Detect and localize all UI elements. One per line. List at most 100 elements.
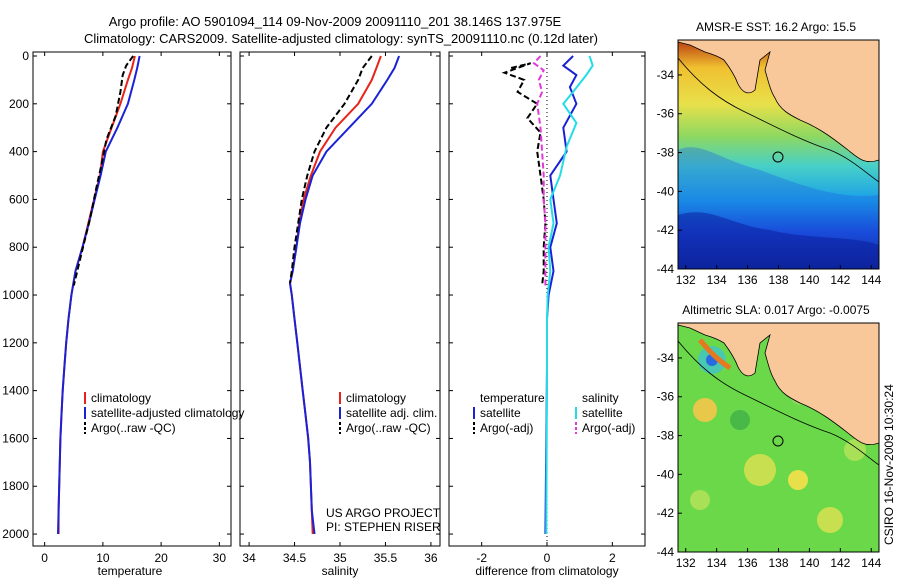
x-tick-label: -2	[476, 551, 487, 565]
y-tick-label: 400	[9, 145, 29, 159]
temperature-series	[57, 55, 141, 535]
y-tick-label: 1800	[2, 479, 29, 493]
sla-blob	[744, 454, 776, 486]
legend-label: Argo(-adj)	[582, 421, 635, 435]
sla-land	[678, 323, 879, 446]
x-tick-label: 20	[154, 551, 168, 565]
x-tick-label: 34.5	[283, 551, 307, 565]
legend-label: Argo(-adj)	[480, 421, 533, 435]
map-x-tick-label: 136	[738, 273, 758, 287]
header-line-1: Argo profile: AO 5901094_114 09-Nov-2009…	[109, 14, 562, 29]
sla-map-ticks: 132 134 136 138 140 142 144 -34 -36 -38 -40 -42 -44	[657, 351, 882, 570]
series-climatology	[288, 55, 382, 535]
map-x-tick-label: 144	[861, 556, 881, 570]
map-x-tick-label: 138	[768, 273, 788, 287]
x-tick-label: 2	[609, 551, 616, 565]
y-tick-label: 1400	[2, 384, 29, 398]
map-y-tick-label: -42	[657, 506, 675, 520]
sla-blob	[690, 490, 710, 510]
x-tick-label: 34	[242, 551, 256, 565]
x-tick-label: 36	[424, 551, 438, 565]
y-tick-label: 2000	[2, 527, 29, 541]
map-y-tick-label: -34	[657, 351, 675, 365]
series-salinity-argo-adj-	[532, 55, 547, 286]
sst-land	[678, 40, 879, 163]
pi-annotation: PI: STEPHEN RISER	[326, 520, 441, 534]
y-tick-label: 1000	[2, 288, 29, 302]
sst-map	[678, 40, 879, 269]
map-x-tick-label: 142	[830, 556, 850, 570]
difference-legend: temperature salinity satellite Argo(-adj…	[473, 391, 635, 435]
map-x-tick-label: 142	[830, 273, 850, 287]
difference-xlabel: difference from climatology	[475, 564, 618, 578]
map-x-tick-label: 132	[676, 273, 696, 287]
sst-map-ticks: 132 134 136 138 140 142 144 -34 -36 -38 -40 -42 -44	[657, 68, 882, 287]
map-x-tick-label: 134	[707, 273, 727, 287]
sla-blob	[730, 410, 750, 430]
map-x-tick-label: 132	[676, 556, 696, 570]
x-tick-label: 10	[96, 551, 110, 565]
series-temperature-satellite	[544, 55, 578, 535]
legend-header-salinity: salinity	[582, 391, 619, 405]
map-y-tick-label: -38	[657, 146, 675, 160]
sla-argo-marker	[772, 435, 784, 447]
sla-contour	[678, 340, 879, 466]
map-y-tick-label: -40	[657, 467, 675, 481]
y-tick-label: 200	[9, 97, 29, 111]
sst-contour	[678, 57, 879, 183]
sst-argo-marker	[772, 151, 784, 163]
sla-blob	[788, 470, 808, 490]
legend-label: satellite adj. clim.	[346, 406, 437, 420]
map-x-tick-label: 136	[738, 556, 758, 570]
series-satellite-adjusted-climatology	[57, 55, 141, 535]
x-tick-label: 35	[333, 551, 347, 565]
y-tick-label: 800	[9, 240, 29, 254]
temperature-legend: climatology satellite-adjusted climatolo…	[84, 391, 244, 435]
salinity-panel	[239, 51, 441, 547]
x-tick-label: 30	[213, 551, 227, 565]
x-tick-label: 0	[41, 551, 48, 565]
difference-series	[501, 52, 594, 546]
legend-label: Argo(..raw -QC)	[91, 421, 176, 435]
footer-timestamp: CSIRO 16-Nov-2009 10:30:24	[882, 384, 896, 545]
legend-label: climatology	[91, 391, 151, 405]
salinity-xlabel: salinity	[322, 564, 359, 578]
y-tick-label: 600	[9, 192, 29, 206]
series-argo-raw-qc-	[72, 55, 135, 286]
header-line-2: Climatology: CARS2009. Satellite-adjuste…	[84, 31, 598, 46]
sla-blob	[844, 439, 866, 461]
series-salinity-satellite	[545, 55, 594, 535]
legend-header-temperature: temperature	[480, 391, 545, 405]
map-y-tick-label: -38	[657, 429, 675, 443]
series-temperature-argo-adj-	[501, 62, 547, 286]
axis-ticks: 0 10 20 30020040060080010001200140016001800…	[2, 49, 645, 565]
salinity-series	[288, 55, 401, 535]
y-tick-label: 0	[22, 49, 29, 63]
x-tick-label: 35.5	[374, 551, 398, 565]
legend-label: satellite	[480, 406, 521, 420]
sla-coastal-band	[698, 338, 732, 371]
sla-map-title: Altimetric SLA: 0.017 Argo: -0.0075	[682, 303, 870, 317]
map-y-tick-label: -36	[657, 107, 675, 121]
map-y-tick-label: -40	[657, 184, 675, 198]
x-tick-label: 0	[544, 551, 551, 565]
series-argo-raw-qc-	[289, 55, 373, 284]
legend-label: satellite	[582, 406, 623, 420]
sla-map	[678, 323, 879, 552]
map-y-tick-label: -44	[657, 545, 675, 559]
sla-blob	[817, 507, 843, 533]
sla-blob	[693, 398, 717, 422]
legend-label: climatology	[346, 391, 406, 405]
legend-label: Argo(..raw -QC)	[346, 421, 431, 435]
map-x-tick-label: 134	[707, 556, 727, 570]
map-y-tick-label: -34	[657, 68, 675, 82]
temperature-panel	[32, 51, 232, 547]
map-x-tick-label: 140	[799, 273, 819, 287]
map-y-tick-label: -44	[657, 262, 675, 276]
map-x-tick-label: 138	[768, 556, 788, 570]
map-y-tick-label: -36	[657, 390, 675, 404]
y-tick-label: 1200	[2, 336, 29, 350]
sst-deep-band	[678, 212, 879, 269]
project-annotation: US ARGO PROJECT	[326, 506, 441, 520]
